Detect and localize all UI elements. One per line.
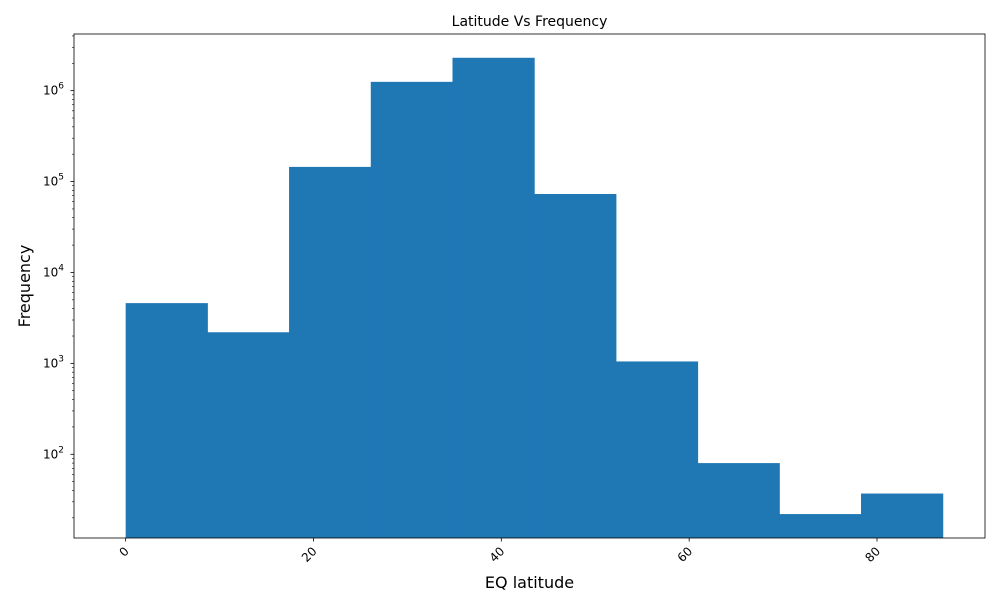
histogram-bars	[125, 57, 944, 539]
y-axis-label: Frequency	[15, 245, 34, 328]
x-tick-label: 0	[116, 544, 131, 559]
y-axis-ticks: 102 103 104 105 106	[43, 35, 74, 519]
histogram-bar	[779, 514, 862, 538]
x-axis-ticks: 0 20 40 60 80	[116, 538, 883, 565]
histogram-bar	[207, 332, 290, 538]
histogram-bar	[370, 81, 453, 538]
y-tick-label: 106	[43, 82, 64, 98]
plot-frame	[73, 33, 986, 539]
chart-title: Latitude Vs Frequency	[452, 14, 608, 30]
y-tick-label: 105	[43, 173, 64, 189]
histogram-bar	[861, 493, 944, 538]
y-tick-label: 103	[43, 354, 64, 370]
x-tick-label: 40	[487, 544, 508, 565]
y-tick-label: 104	[43, 263, 64, 279]
histogram-bar	[125, 303, 208, 538]
histogram-bar	[534, 193, 617, 539]
histogram-bar	[615, 361, 699, 538]
x-axis-label: EQ latitude	[485, 573, 574, 592]
x-tick-label: 20	[299, 544, 320, 565]
histogram-bar	[697, 463, 780, 538]
histogram-bar	[452, 57, 535, 539]
x-tick-label: 80	[862, 544, 883, 565]
y-tick-label: 102	[43, 445, 64, 461]
x-tick-label: 60	[675, 544, 696, 565]
histogram-bar	[289, 166, 372, 538]
